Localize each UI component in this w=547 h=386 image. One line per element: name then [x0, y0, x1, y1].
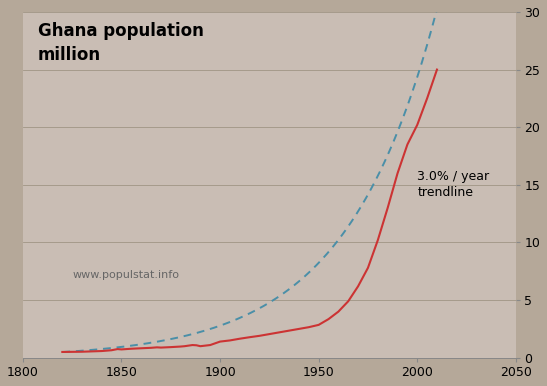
Text: 3.0% / year
trendline: 3.0% / year trendline [417, 170, 490, 199]
Text: www.populstat.info: www.populstat.info [72, 270, 179, 280]
Text: Ghana population
million: Ghana population million [38, 22, 203, 64]
